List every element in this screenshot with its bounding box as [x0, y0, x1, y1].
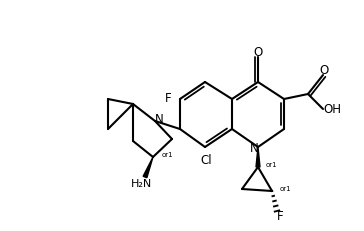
Text: OH: OH	[323, 103, 341, 116]
Text: F: F	[277, 210, 283, 222]
Text: O: O	[253, 46, 262, 59]
Text: or1: or1	[279, 185, 291, 191]
Text: N: N	[155, 113, 163, 126]
Text: or1: or1	[161, 151, 173, 157]
Text: N: N	[250, 141, 258, 154]
Text: O: O	[319, 64, 329, 77]
Polygon shape	[256, 147, 260, 167]
Text: H₂N: H₂N	[130, 178, 152, 188]
Polygon shape	[143, 157, 153, 178]
Text: Cl: Cl	[200, 154, 212, 167]
Text: F: F	[165, 92, 171, 105]
Text: or1: or1	[265, 161, 277, 167]
